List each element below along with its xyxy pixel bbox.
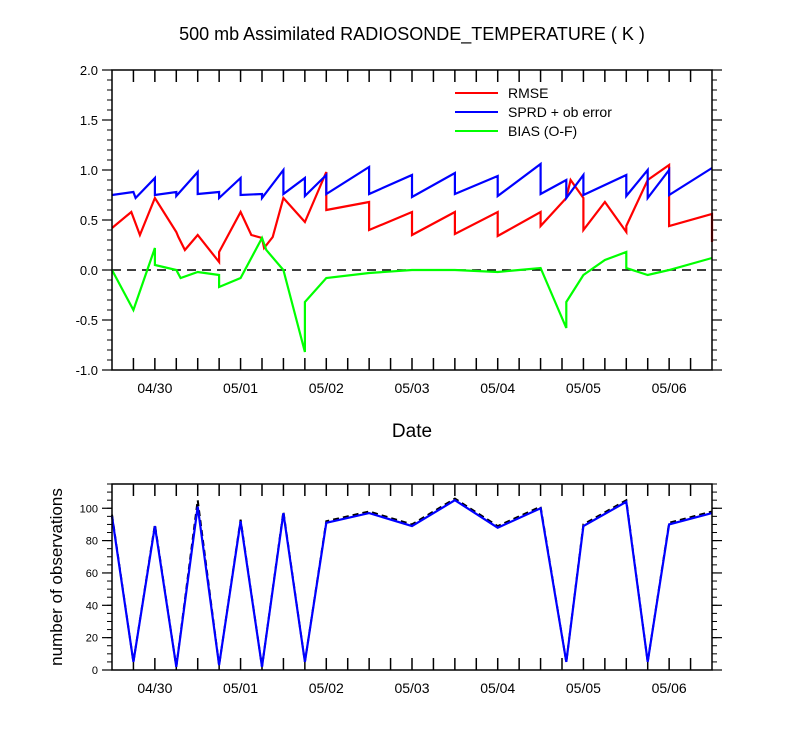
- y-tick-label: -1.0: [76, 363, 98, 378]
- x-tick-label: 05/01: [223, 680, 258, 696]
- x-tick-label: 04/30: [137, 680, 172, 696]
- series-line-rmse: [111, 162, 714, 266]
- y-tick-label: 60: [86, 568, 98, 580]
- x-tick-label: 05/06: [652, 380, 687, 396]
- top-chart-title: 500 mb Assimilated RADIOSONDE_TEMPERATUR…: [179, 24, 645, 45]
- x-tick-label: 05/02: [309, 380, 344, 396]
- series-line-bias-o-f: [111, 235, 713, 353]
- y-tick-label: 40: [86, 600, 98, 612]
- plot-frame: [111, 483, 713, 671]
- x-tick-label: 05/05: [566, 380, 601, 396]
- y-tick-label: 0.0: [80, 263, 98, 278]
- x-tick-label: 05/02: [309, 680, 344, 696]
- y-tick-label: 0.5: [80, 213, 98, 228]
- legend-label: SPRD + ob error: [508, 104, 612, 120]
- series-line-assimilated-observations: [110, 498, 713, 667]
- y-tick-label: 1.0: [80, 163, 98, 178]
- legend-label: BIAS (O-F): [508, 123, 577, 139]
- x-tick-label: 05/05: [566, 680, 601, 696]
- y-tick-label: 0: [92, 665, 98, 677]
- series-line-sprd-ob-error: [111, 161, 713, 202]
- y-tick-label: 100: [80, 503, 98, 515]
- x-tick-label: 04/30: [137, 380, 172, 396]
- top-chart: -1.0 -0.5 0.0 0.5 1.0 1.5 2.0 04/30 05/01 05/02 05…: [76, 63, 722, 396]
- bottom-chart: 0 20 40 60 80 100 04/30 05/01 05/02 05/03 05/04 05/…: [80, 483, 722, 696]
- series-line-possible-observations: [111, 497, 713, 667]
- top-chart-x-axis-label: Date: [392, 421, 432, 442]
- plot-frame: [111, 69, 713, 371]
- y-tick-label: 80: [86, 536, 98, 548]
- x-tick-label: 05/03: [394, 680, 429, 696]
- y-tick-label: 2.0: [80, 63, 98, 78]
- x-tick-label: 05/04: [480, 380, 515, 396]
- bottom-chart-y-axis-label: number of observations: [47, 488, 66, 666]
- y-tick-label: -0.5: [76, 313, 98, 328]
- x-tick-label: 05/03: [394, 380, 429, 396]
- x-tick-label: 05/04: [480, 680, 515, 696]
- y-tick-label: 20: [86, 633, 98, 645]
- x-tick-label: 05/01: [223, 380, 258, 396]
- legend-label: RMSE: [508, 85, 548, 101]
- x-tick-label: 05/06: [652, 680, 687, 696]
- y-tick-label: 1.5: [80, 113, 98, 128]
